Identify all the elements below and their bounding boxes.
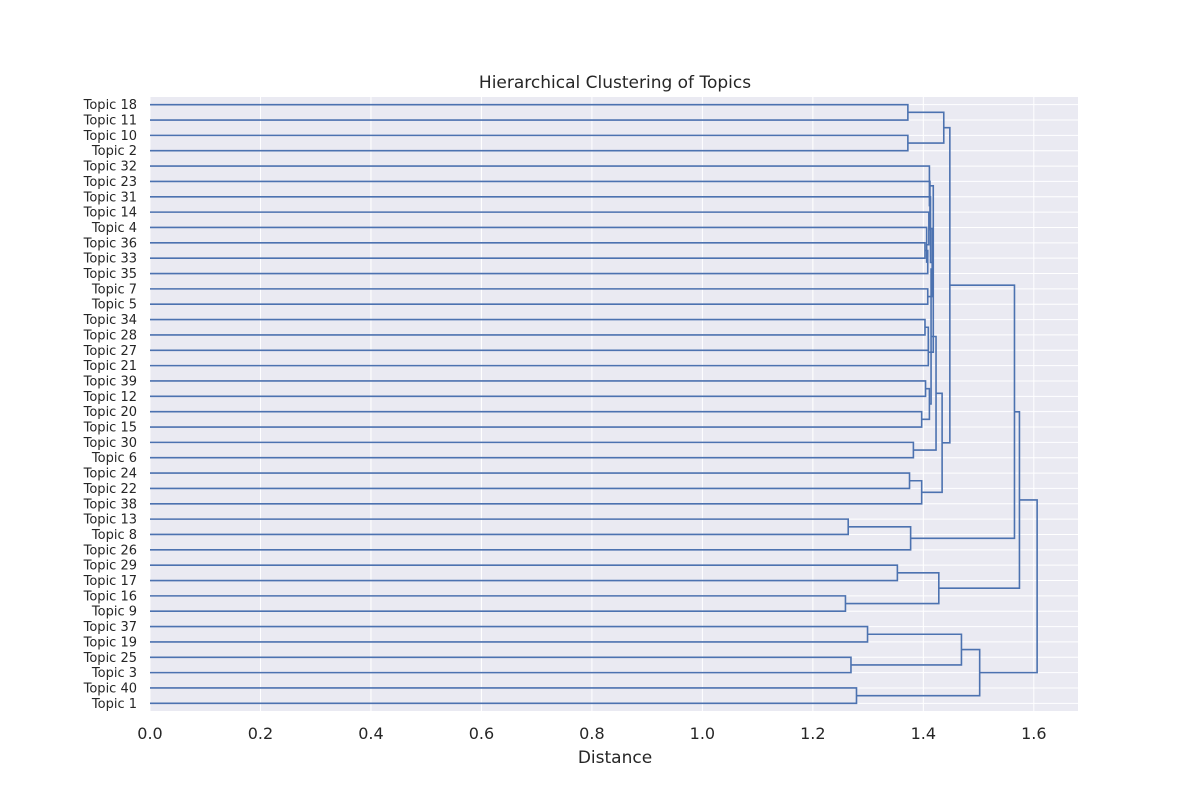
x-tick-label: 0.8: [579, 724, 604, 743]
leaf-label: Topic 12: [83, 390, 137, 405]
leaf-label: Topic 7: [91, 282, 137, 297]
dendrogram-link: [907, 111, 945, 144]
leaf-label: Topic 9: [91, 605, 137, 620]
leaf-label: Topic 15: [83, 421, 137, 436]
leaf-label: Topic 14: [83, 206, 137, 221]
x-tick-label: 1.4: [911, 724, 936, 743]
dendrogram-link: [921, 392, 943, 494]
x-tick-label: 0.0: [137, 724, 162, 743]
leaf-label: Topic 18: [83, 98, 137, 113]
dendrogram-link: [150, 211, 930, 246]
leaf-label: Topic 26: [83, 543, 137, 558]
dendrogram-link: [913, 335, 937, 451]
dendrogram-link: [150, 180, 931, 231]
x-axis-label: Distance: [578, 748, 652, 768]
dendrogram-links: [150, 103, 1038, 705]
leaf-label: Topic 6: [91, 451, 137, 466]
dendrogram-link: [150, 288, 929, 306]
leaf-label: Topic 21: [83, 359, 137, 374]
leaf-label: Topic 17: [83, 574, 137, 589]
plot-background: [150, 97, 1078, 711]
x-tick-label: 0.6: [469, 724, 494, 743]
x-tick-label: 1.2: [800, 724, 825, 743]
leaf-label: Topic 24: [83, 467, 137, 482]
leaf-label: Topic 1: [91, 697, 137, 712]
leaf-label: Topic 10: [83, 129, 137, 144]
leaf-label: Topic 33: [83, 252, 137, 267]
x-tick-label: 0.2: [248, 724, 273, 743]
leaf-label: Topic 23: [83, 175, 137, 190]
leaf-label: Topic 36: [83, 236, 137, 251]
dendrogram-link: [150, 479, 923, 505]
leaf-label: Topic 40: [83, 681, 137, 696]
leaf-label: Topic 22: [83, 482, 137, 497]
leaf-label: Topic 25: [83, 651, 137, 666]
dendrogram-link: [979, 499, 1038, 674]
leaf-label: Topic 29: [83, 559, 137, 574]
leaf-label: Topic 31: [83, 190, 137, 205]
leaf-label: Topic 37: [83, 620, 137, 635]
leaf-label: Topic 32: [83, 160, 137, 175]
leaf-label: Topic 5: [91, 298, 137, 313]
leaf-label: Topic 4: [91, 221, 137, 236]
x-tick-label: 1.6: [1021, 724, 1046, 743]
x-tick-label: 1.0: [690, 724, 715, 743]
leaf-label: Topic 3: [91, 666, 137, 681]
leaf-label: Topic 38: [83, 497, 137, 512]
leaf-label: Topic 34: [83, 313, 137, 328]
dendrogram-link: [856, 648, 981, 697]
dendrogram-link: [150, 656, 852, 674]
dendrogram-link: [150, 687, 858, 705]
leaf-label: Topic 20: [83, 405, 137, 420]
x-tick-label: 0.4: [358, 724, 383, 743]
leaf-label: Topic 27: [83, 344, 137, 359]
leaf-label: Topic 30: [83, 436, 137, 451]
leaf-label: Topic 16: [83, 589, 137, 604]
leaf-label: Topic 8: [91, 528, 137, 543]
leaf-label: Topic 28: [83, 328, 137, 343]
dendrogram-link: [150, 338, 930, 367]
leaf-label: Topic 19: [83, 635, 137, 650]
dendrogram-link: [150, 410, 923, 428]
leaf-label: Topic 35: [83, 267, 137, 282]
leaf-label: Topic 13: [83, 513, 137, 528]
leaf-label: Topic 11: [83, 114, 137, 129]
chart-title: Hierarchical Clustering of Topics: [479, 73, 751, 93]
leaf-label: Topic 39: [83, 374, 137, 389]
dendrogram-link: [150, 318, 926, 336]
dendrogram-link: [150, 242, 926, 259]
leaf-label: Topic 2: [91, 144, 137, 159]
x-tick-labels: 0.0 0.2 0.4 0.6 0.8 1.0 1.2 1.4 1.6: [137, 724, 1046, 743]
dendrogram-link: [150, 564, 899, 582]
